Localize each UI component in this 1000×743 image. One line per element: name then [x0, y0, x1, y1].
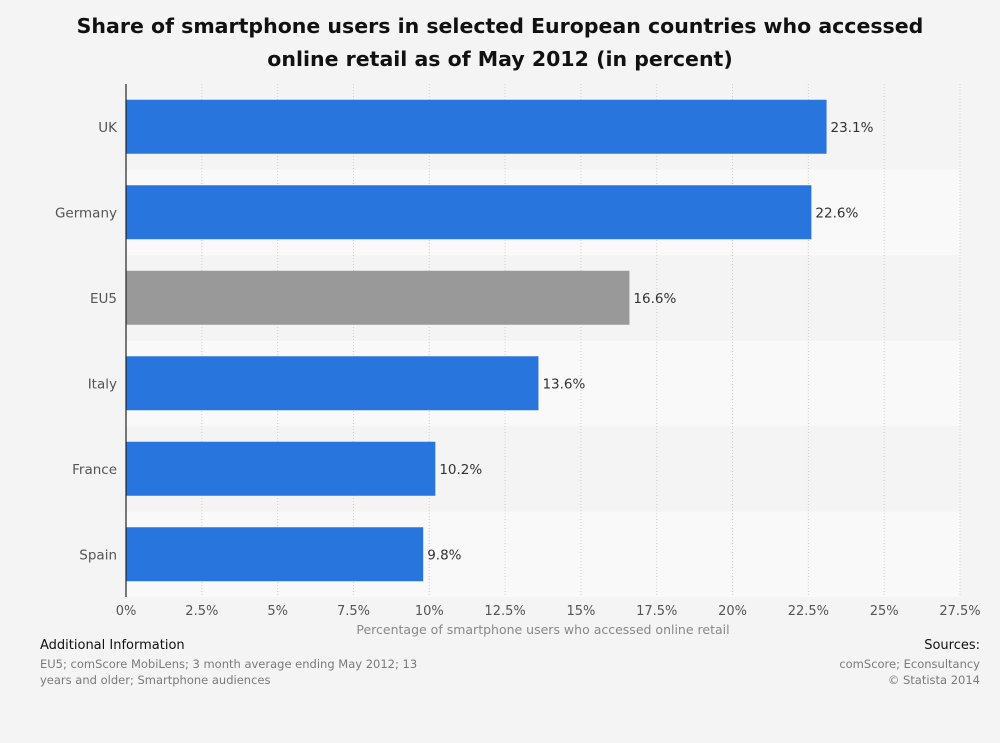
bar [126, 185, 812, 240]
sources-line-1: comScore; Econsultancy [839, 657, 980, 671]
x-tick-label: 20% [718, 604, 747, 619]
category-label: EU5 [90, 291, 117, 307]
category-label: Spain [79, 547, 117, 563]
x-tick-label: 2.5% [185, 604, 218, 619]
sources-text: comScore; Econsultancy © Statista 2014 [680, 656, 980, 688]
chart-title-line-1: Share of smartphone users in selected Eu… [76, 14, 924, 38]
category-label: France [72, 462, 117, 478]
value-label: 22.6% [815, 205, 858, 221]
category-label: Germany [55, 205, 117, 221]
x-tick-label: 27.5% [939, 604, 980, 619]
category-labels: UK Germany EU5 Italy France Spain [55, 120, 118, 564]
x-tick-labels: 0% 2.5% 5% 7.5% 10% 12.5% 15% 17.5% 20% 22.5% 25% 2… [116, 604, 981, 619]
sources-heading[interactable]: Sources: [924, 638, 980, 653]
additional-information-line-1: EU5; comScore MobiLens; 3 month average … [40, 657, 418, 671]
value-label: 9.8% [427, 547, 461, 563]
bar [126, 441, 436, 496]
x-tick-label: 7.5% [337, 604, 370, 619]
x-tick-label: 17.5% [636, 604, 677, 619]
additional-information-text: EU5; comScore MobiLens; 3 month average … [40, 656, 460, 688]
value-label: 13.6% [542, 376, 585, 392]
chart-title-line-2: online retail as of May 2012 (in percent… [267, 47, 733, 71]
x-tick-label: 10% [415, 604, 444, 619]
bar [126, 99, 827, 154]
category-label: Italy [88, 376, 117, 392]
bar [126, 527, 424, 582]
value-label: 10.2% [439, 462, 482, 478]
additional-information-line-2: years and older; Smartphone audiences [40, 673, 271, 687]
bar [126, 270, 630, 325]
x-tick-label: 25% [870, 604, 899, 619]
x-tick-label: 5% [267, 604, 288, 619]
sources: Sources: comScore; Econsultancy © Statis… [680, 637, 980, 688]
chart-title: Share of smartphone users in selected Eu… [0, 10, 1000, 76]
category-label: UK [98, 120, 118, 136]
row-bands [126, 84, 960, 597]
value-label: 23.1% [831, 120, 874, 136]
additional-information: Additional Information EU5; comScore Mob… [40, 637, 460, 688]
x-tick-label: 12.5% [484, 604, 525, 619]
additional-information-heading[interactable]: Additional Information [40, 638, 185, 653]
x-tick-label: 0% [116, 604, 137, 619]
x-tick-label: 15% [566, 604, 595, 619]
x-axis-label: Percentage of smartphone users who acces… [356, 622, 729, 637]
bar [126, 356, 539, 411]
value-labels: 23.1% 22.6% 16.6% 13.6% 10.2% 9.8% [427, 120, 873, 564]
x-tick-label: 22.5% [788, 604, 829, 619]
value-label: 16.6% [633, 291, 676, 307]
bars [126, 99, 827, 582]
copyright: © Statista 2014 [887, 673, 980, 687]
